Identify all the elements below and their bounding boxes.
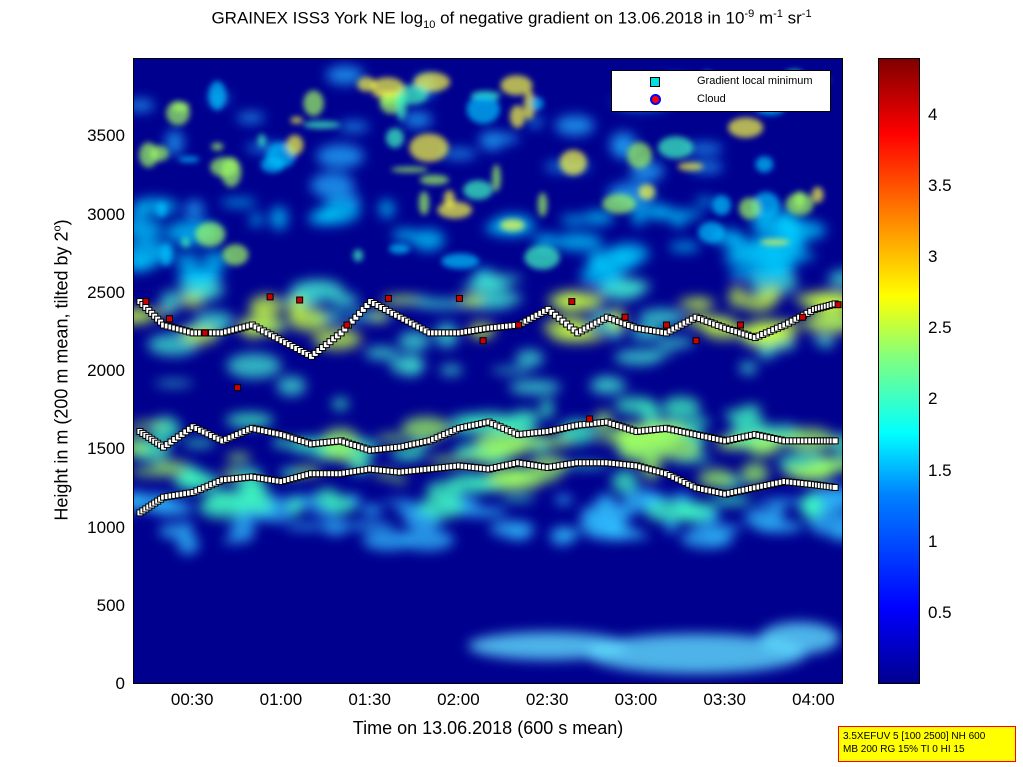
cloud-marker bbox=[266, 293, 274, 301]
cloud-marker bbox=[384, 294, 392, 302]
info-box: 3.5XEFUV 5 [100 2500] NH 600 MB 200 RG 1… bbox=[838, 726, 1016, 762]
cloud-marker bbox=[736, 321, 744, 329]
gradient-min-marker bbox=[348, 317, 356, 325]
gradient-min-marker bbox=[363, 301, 371, 309]
x-tick-label: 00:30 bbox=[170, 690, 214, 709]
y-tick-label: 0 bbox=[115, 674, 125, 693]
x-tick-label: 02:30 bbox=[525, 690, 569, 709]
legend: Gradient local minimum Cloud bbox=[611, 70, 831, 112]
y-tick-label: 1500 bbox=[87, 439, 125, 459]
x-tick-label: 01:00 bbox=[259, 690, 303, 709]
colorbar-tick-label: 4 bbox=[928, 104, 938, 124]
cloud-marker bbox=[343, 321, 351, 329]
cloud-marker bbox=[834, 301, 842, 309]
cloud-marker bbox=[663, 321, 670, 329]
cloud-marker bbox=[692, 337, 700, 345]
x-tick-label: 01:30 bbox=[348, 690, 391, 709]
gradient-min-marker bbox=[359, 305, 367, 313]
x-tick-label: 04:00 bbox=[792, 690, 835, 709]
colorbar-tick-label: 1.5 bbox=[928, 460, 952, 480]
y-tick-label: 2500 bbox=[87, 282, 125, 302]
cloud-marker bbox=[166, 315, 173, 323]
y-tick-label: 2000 bbox=[87, 361, 125, 380]
cloud-marker bbox=[568, 298, 576, 306]
x-tick-label: 02:00 bbox=[437, 690, 480, 709]
x-tick-label: 03:30 bbox=[703, 690, 746, 709]
cloud-marker bbox=[296, 296, 304, 304]
cloud-marker bbox=[142, 298, 150, 306]
cloud-marker bbox=[515, 321, 523, 329]
cloud-marker bbox=[455, 294, 463, 302]
legend-item-gradient-min: Gradient local minimum bbox=[612, 73, 830, 91]
colorbar-tick-label: 3.5 bbox=[928, 176, 952, 196]
heatmap-svg bbox=[134, 65, 842, 674]
x-tick-label: 03:00 bbox=[614, 690, 658, 709]
cloud-marker bbox=[479, 337, 487, 345]
cloud-marker bbox=[201, 329, 209, 337]
colorbar-tick-label: 0.5 bbox=[928, 602, 952, 622]
chart-title: GRAINEX ISS3 York NE log10 of negative g… bbox=[211, 8, 812, 32]
colorbar bbox=[878, 58, 920, 684]
gradient-min-marker bbox=[352, 313, 360, 321]
gradient-min-marker bbox=[831, 437, 839, 445]
y-tick-label: 500 bbox=[96, 595, 125, 615]
gradient-min-marker bbox=[356, 309, 364, 317]
circle-marker-icon bbox=[650, 94, 661, 105]
y-tick-label: 3000 bbox=[87, 204, 125, 224]
plot-area bbox=[133, 58, 843, 684]
cloud-marker bbox=[234, 384, 242, 392]
legend-label: Cloud bbox=[697, 93, 726, 105]
colorbar-tick-label: 2 bbox=[928, 389, 938, 409]
square-marker-icon bbox=[650, 77, 660, 87]
colorbar-tick-label: 3 bbox=[928, 247, 938, 267]
legend-label: Gradient local minimum bbox=[697, 75, 813, 87]
gradient-min-marker bbox=[337, 329, 345, 337]
cloud-marker bbox=[799, 313, 807, 321]
cloud-marker bbox=[621, 313, 629, 321]
colorbar-tick-label: 1 bbox=[928, 531, 938, 551]
colorbar-tick-label: 2.5 bbox=[928, 318, 952, 338]
y-tick-label: 3500 bbox=[87, 126, 125, 146]
cloud-marker bbox=[586, 415, 594, 423]
x-axis-label: Time on 13.06.2018 (600 s mean) bbox=[352, 718, 624, 738]
y-axis-label: Height in m (200 m mean, tilted by 2o) bbox=[51, 219, 72, 521]
y-tick-label: 1000 bbox=[87, 517, 125, 537]
info-line-1: 3.5XEFUV 5 [100 2500] NH 600 bbox=[843, 731, 986, 742]
info-line-2: MB 200 RG 15% TI 0 HI 15 bbox=[843, 744, 965, 755]
legend-item-cloud: Cloud bbox=[612, 91, 830, 109]
gradient-min-marker bbox=[831, 483, 839, 491]
